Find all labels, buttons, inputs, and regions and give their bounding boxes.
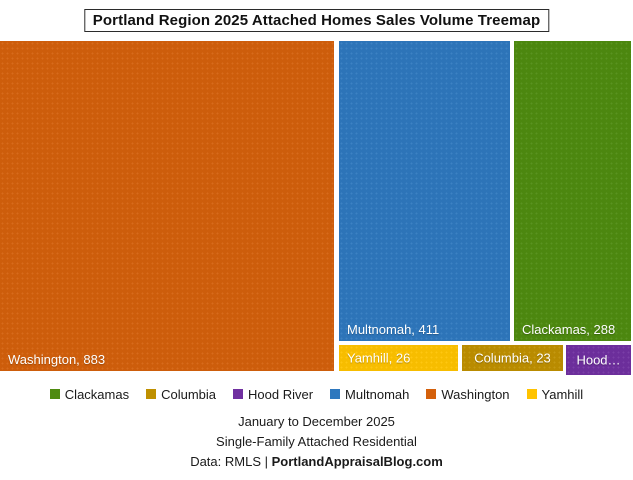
legend-label-multnomah: Multnomah (345, 386, 410, 402)
legend-swatch-columbia (146, 389, 157, 399)
legend-label-yamhill: Yamhill (541, 386, 584, 402)
legend-item-washington: Washington (426, 386, 510, 402)
treemap-tile-columbia: Columbia, 23 (462, 345, 563, 371)
legend-item-columbia: Columbia (146, 387, 216, 402)
legend-item-hood-river: Hood River (233, 387, 313, 402)
footer-property-type: Single-Family Attached Residential (216, 434, 417, 449)
legend-label-clackamas: Clackamas (64, 386, 130, 402)
footer-data-source: Data: RMLS | PortlandAppraisalBlog.com (0, 452, 633, 472)
chart-footer: January to December 2025 Single-Family A… (0, 412, 633, 472)
footer-date-range: January to December 2025 (238, 414, 395, 429)
legend-swatch-yamhill (526, 389, 537, 399)
chart-legend: Clackamas Columbia Hood River Multnomah … (0, 385, 633, 403)
treemap-tile-yamhill: Yamhill, 26 (339, 345, 458, 371)
tile-label-clackamas: Clackamas, 288 (522, 322, 616, 337)
legend-swatch-washington (426, 389, 437, 399)
legend-label-hood-river: Hood River (248, 386, 314, 402)
tile-label-yamhill: Yamhill, 26 (347, 350, 411, 366)
tile-label-washington: Washington, 883 (8, 352, 106, 367)
legend-item-clackamas: Clackamas (49, 386, 130, 402)
footer-source-prefix: Data: RMLS | (190, 454, 272, 469)
legend-swatch-clackamas (49, 389, 60, 399)
footer-blog-name: PortlandAppraisalBlog.com (271, 454, 443, 469)
treemap-tile-washington: Washington, 883 (0, 41, 334, 371)
legend-swatch-hood-river (233, 389, 244, 399)
treemap-tile-hood-river: Hood… (566, 345, 631, 375)
legend-item-yamhill: Yamhill (526, 386, 584, 402)
treemap-tile-multnomah: Multnomah, 411 (339, 41, 510, 341)
treemap-tile-clackamas: Clackamas, 288 (514, 41, 631, 341)
treemap-plot-area: Washington, 883 Multnomah, 411 Clackamas… (0, 41, 633, 376)
tile-label-columbia: Columbia, 23 (474, 350, 551, 366)
chart-title: Portland Region 2025 Attached Homes Sale… (83, 9, 550, 32)
tile-label-hood-river: Hood… (576, 352, 621, 368)
legend-label-washington: Washington (441, 386, 510, 402)
legend-label-columbia: Columbia (161, 386, 217, 402)
tile-label-multnomah: Multnomah, 411 (347, 322, 440, 337)
legend-item-multnomah: Multnomah (330, 387, 409, 402)
legend-swatch-multnomah (330, 389, 341, 399)
